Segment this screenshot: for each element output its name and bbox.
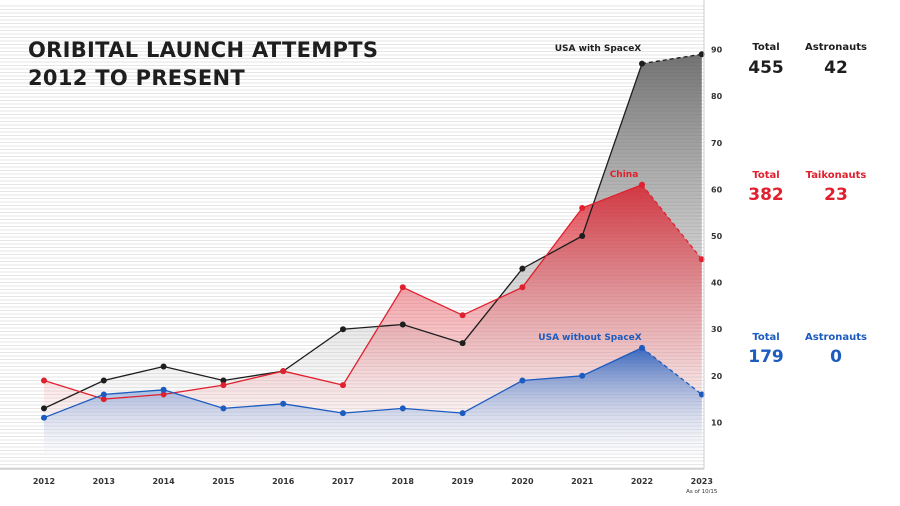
dashed-segment-usa-without-spacex [641,347,703,395]
point-usa-with-spacex [41,405,47,412]
y-tick-label: 90 [711,46,723,55]
y-tick-label: 40 [711,279,723,288]
nospx-crew-label: Astronauts [805,332,867,343]
y-tick-label: 10 [711,418,723,427]
point-usa-without-spacex [280,400,287,407]
x-tick-label: 2020 [511,477,534,486]
point-china [340,382,346,389]
point-usa-with-spacex [519,265,526,272]
series-label-china: China [610,170,639,180]
nospx-total-label: Total [752,332,780,343]
series-label-usa-without-spacex: USA without SpaceX [538,333,641,343]
point-usa-with-spacex [639,60,645,67]
nospx-total-value: 179 [748,347,784,367]
point-usa-without-spacex [698,391,705,398]
point-china [100,396,107,403]
point-usa-without-spacex [579,372,586,379]
point-china [639,181,645,188]
point-usa-with-spacex [459,340,466,347]
point-usa-without-spacex [340,410,346,417]
point-usa-with-spacex [399,321,406,328]
point-china [399,284,406,291]
point-usa-with-spacex [160,363,167,370]
point-usa-without-spacex [160,386,167,393]
chart-title-line-1: ORIBITAL LAUNCH ATTEMPTS [28,38,379,62]
y-tick-label: 30 [711,325,723,334]
dashed-segment-usa-with-spacex [641,53,702,65]
point-china [459,312,466,319]
point-usa-with-spacex [220,377,227,384]
point-usa-with-spacex [579,233,586,239]
point-china [579,205,586,212]
china-total-value: 382 [748,185,784,205]
usa-crew-label: Astronauts [805,42,867,53]
x-tick-label: 2021 [571,477,594,486]
china-total-label: Total [752,170,780,181]
x-tick-label: 2013 [93,477,115,486]
x-tick-label: 2016 [272,477,295,486]
y-tick-label: 60 [711,185,723,194]
china-crew-label: Taikonauts [805,170,867,181]
nospx-crew-value: 0 [830,347,842,367]
usa-total-label: Total [752,42,780,53]
x-tick-label: 2023 [691,477,713,486]
area-usa-without-spacex [44,347,702,469]
point-usa-without-spacex [519,377,526,384]
x-tick-label: 2015 [212,477,235,486]
chart-points [41,51,705,421]
chart-axes: 10 20 30 40 50 60 70 80 90 2012 2013 2014 2015 2016 20… [0,0,723,495]
point-china [280,368,287,375]
point-usa-without-spacex [399,405,406,412]
chart-series-labels: USA with SpaceX China USA without SpaceX [538,44,641,343]
x-tick-label: 2019 [451,477,474,486]
x-tick-label: 2012 [33,477,55,486]
point-china [519,284,526,291]
x-tick-label: 2018 [392,477,415,486]
point-usa-with-spacex [340,326,346,333]
series-label-usa-with-spacex: USA with SpaceX [555,44,642,54]
y-tick-label: 50 [711,232,723,241]
x-tick-label: 2022 [631,477,653,486]
point-usa-with-spacex [100,377,107,384]
point-usa-with-spacex [698,51,705,58]
y-tick-label: 80 [711,92,723,101]
usa-total-value: 455 [748,58,784,78]
x-axis-note: As of 10/15 [686,489,718,495]
point-china [160,391,167,398]
point-usa-without-spacex [220,405,227,412]
point-china [41,377,47,384]
point-china [220,382,227,389]
chart-title-line-2: 2012 TO PRESENT [28,66,246,90]
x-tick-label: 2014 [152,477,175,486]
dashed-segment-china [641,184,703,260]
point-usa-without-spacex [41,414,47,421]
usa-crew-value: 42 [824,58,848,78]
y-tick-label: 70 [711,139,723,148]
x-tick-label: 2017 [332,477,354,486]
chart-title: ORIBITAL LAUNCH ATTEMPTS 2012 TO PRESENT [28,36,378,92]
point-usa-without-spacex [459,410,466,417]
point-usa-without-spacex [639,344,645,351]
point-usa-without-spacex [100,391,107,398]
point-china [698,256,705,263]
y-tick-label: 20 [711,372,723,381]
china-crew-value: 23 [824,185,848,205]
chart-areas [44,54,702,470]
